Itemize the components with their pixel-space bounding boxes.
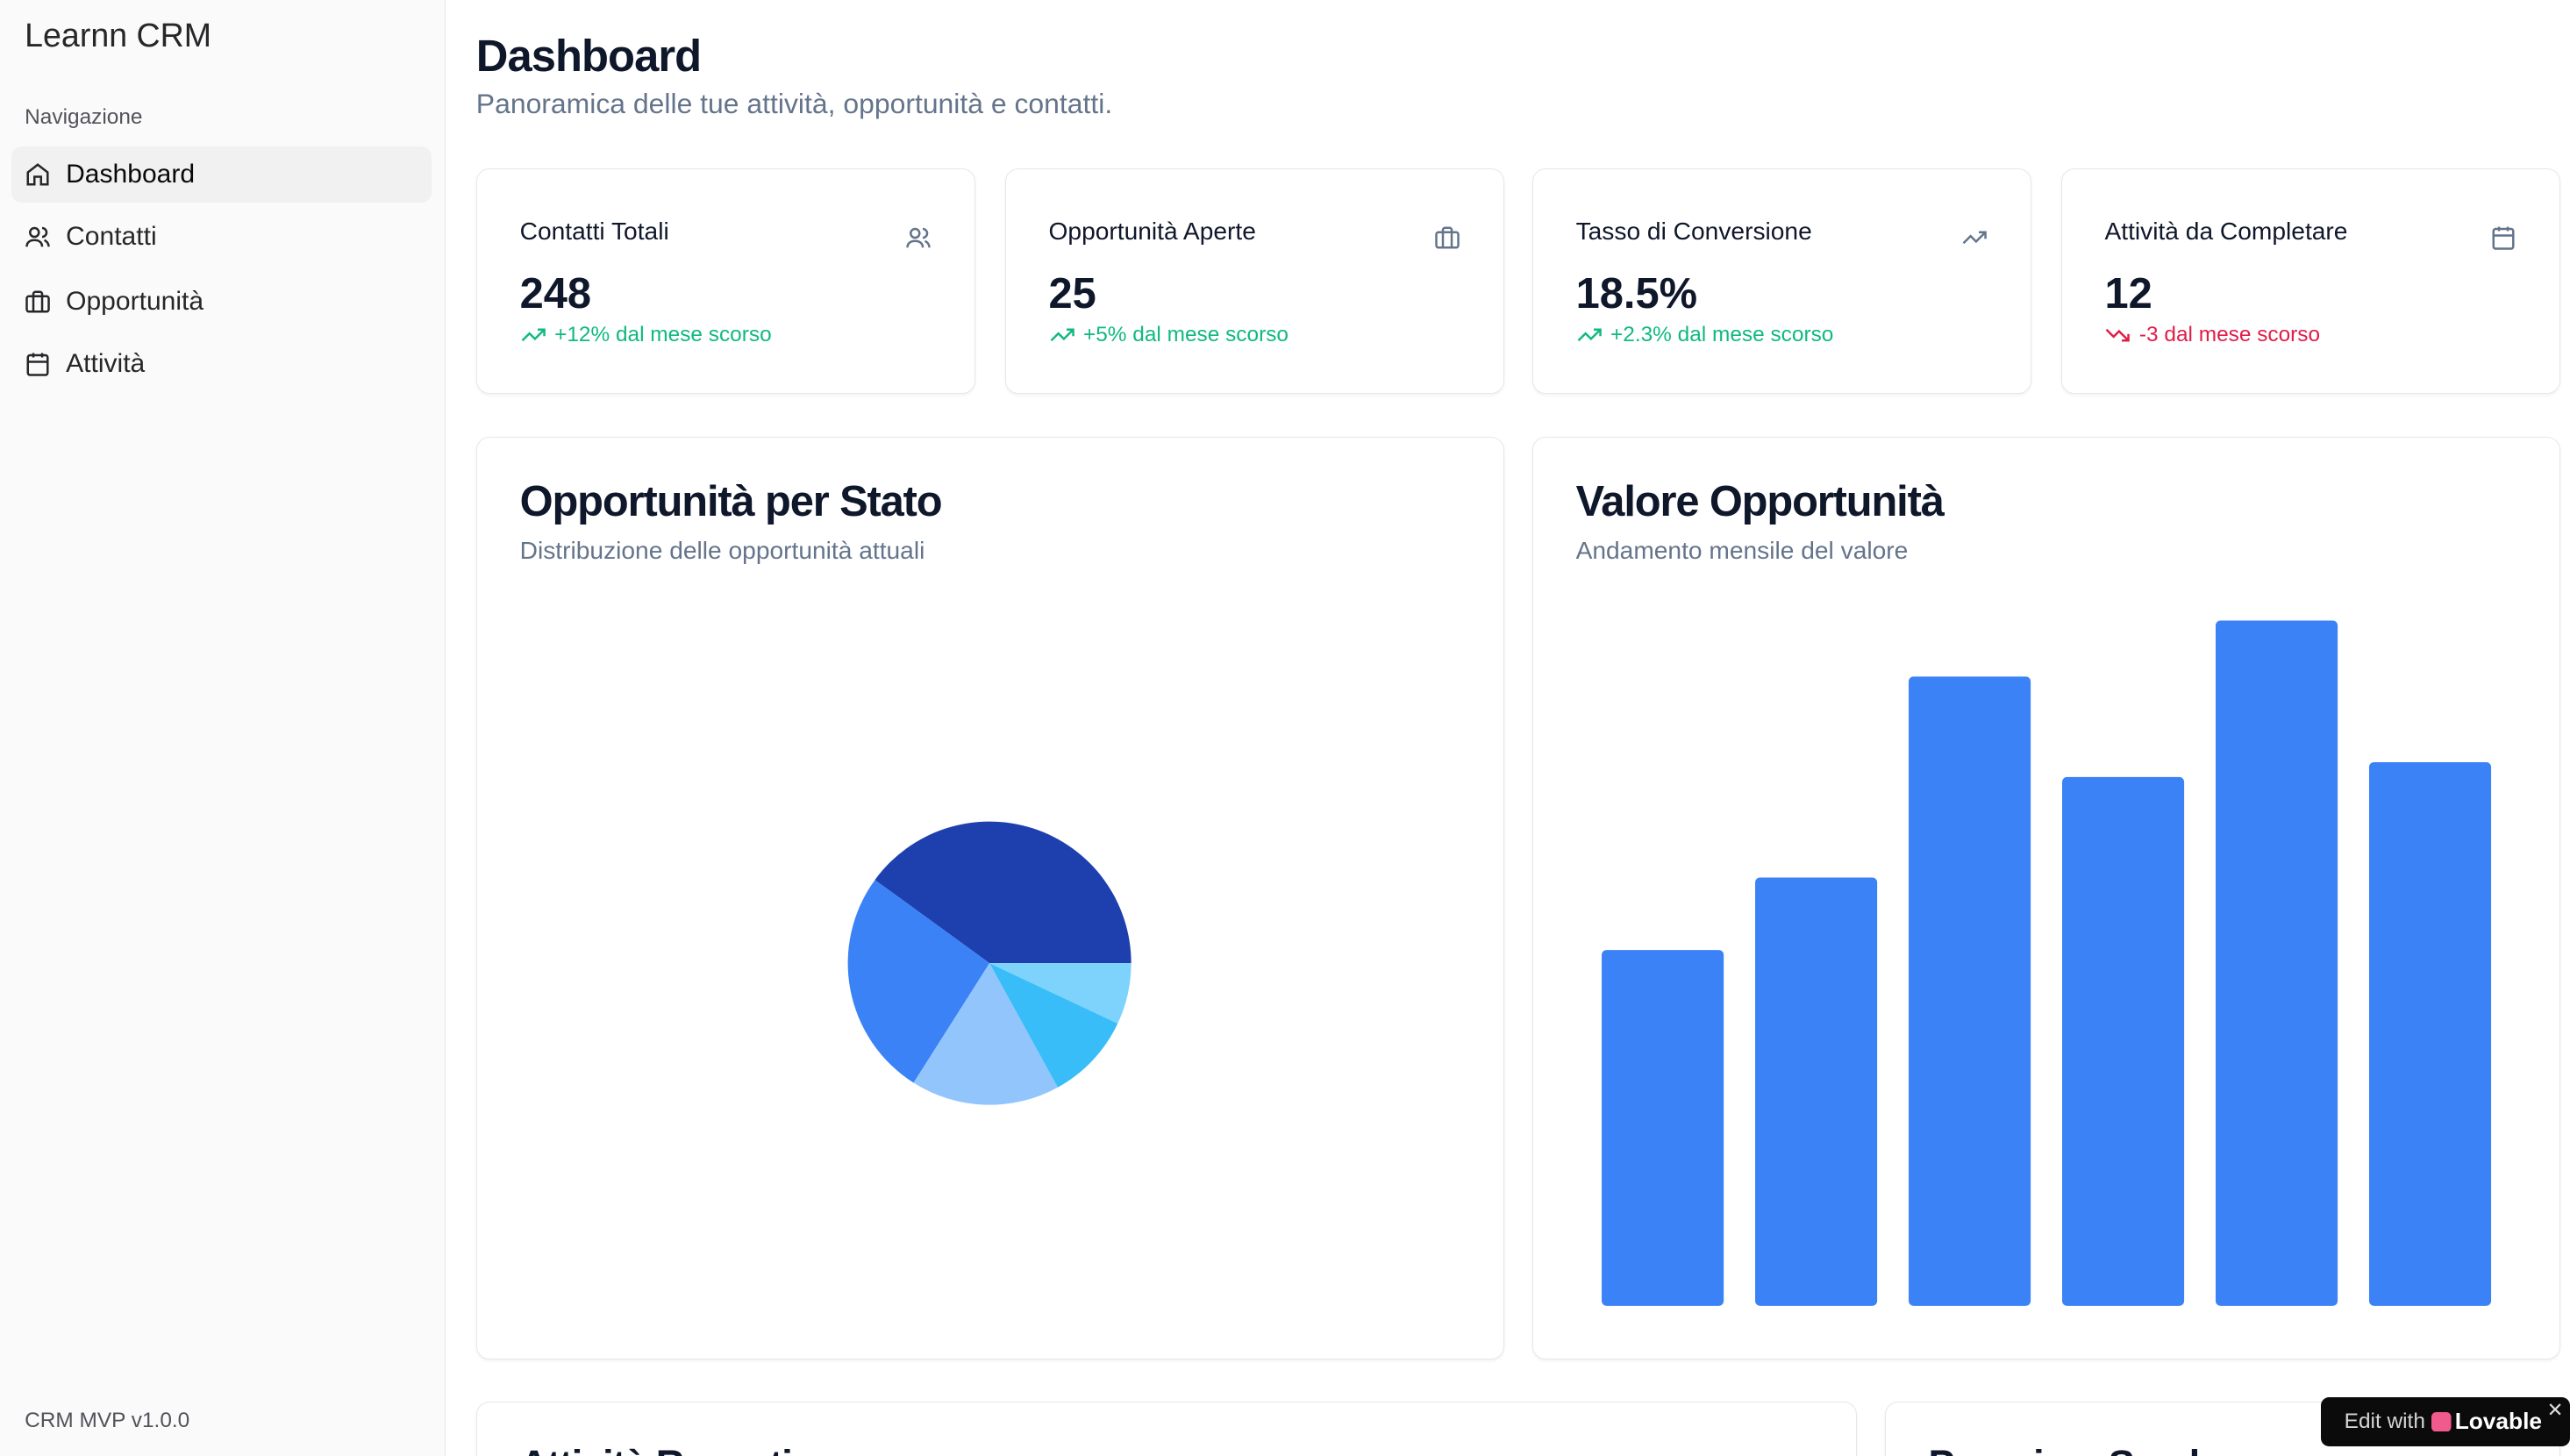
page-subtitle: Panoramica delle tue attività, opportuni… bbox=[475, 87, 1113, 119]
brand: Learnn CRM bbox=[25, 16, 212, 54]
version: CRM MVP v1.0.0 bbox=[25, 1408, 190, 1432]
home-icon bbox=[26, 163, 49, 186]
stat-card: Attività da Completare 12 -3 dal mese scor… bbox=[2060, 168, 2560, 394]
card-title: Attività Recenti bbox=[520, 1442, 793, 1456]
trend-icon bbox=[1577, 328, 1602, 342]
calendar-icon bbox=[26, 353, 49, 376]
chart-card: Valore Opportunità Andamento mensile del… bbox=[1531, 436, 2560, 1360]
stat-label: Tasso di Conversione bbox=[1575, 217, 1812, 246]
badge-brand: Lovable bbox=[2454, 1408, 2543, 1435]
nav-item[interactable]: Attività bbox=[11, 336, 432, 392]
change-text: +5% dal mese scorso bbox=[1082, 323, 1289, 347]
bar bbox=[2215, 620, 2338, 1306]
bar bbox=[2061, 776, 2184, 1306]
bar bbox=[2368, 761, 2491, 1306]
badge-close[interactable]: ✕ bbox=[2546, 1398, 2564, 1421]
stat-change: +5% dal mese scorso bbox=[1049, 322, 1289, 348]
briefcase-icon bbox=[25, 290, 50, 313]
pie-slice bbox=[913, 962, 1058, 1105]
sidebar: Learnn CRM Navigazione Dashboard Contatt… bbox=[0, 0, 446, 1456]
stat-card: Tasso di Conversione 18.5% +2.3% dal mese … bbox=[1531, 168, 2031, 394]
change-text: +2.3% dal mese scorso bbox=[1610, 323, 1834, 347]
stat-change: -3 dal mese scorso bbox=[2104, 322, 2320, 348]
bar bbox=[1754, 877, 1877, 1306]
page-title: Dashboard bbox=[475, 30, 702, 81]
nav-label: Dashboard bbox=[66, 160, 196, 189]
pie-slice bbox=[989, 962, 1118, 1088]
pie-slice bbox=[989, 962, 1132, 1024]
badge-logo bbox=[2431, 1411, 2452, 1432]
stat-card: Opportunità Aperte 25 +5% dal mese scorso bbox=[1004, 168, 1504, 394]
chart-card: Opportunità per Stato Distribuzione dell… bbox=[475, 436, 1504, 1360]
stat-icon bbox=[1962, 231, 1987, 245]
lovable-badge[interactable]: Edit with Lovable ✕ bbox=[2321, 1396, 2570, 1447]
stat-change: +12% dal mese scorso bbox=[520, 322, 772, 348]
chart-title: Valore Opportunità bbox=[1575, 477, 1945, 525]
stat-value: 18.5% bbox=[1575, 270, 1698, 318]
stat-icon bbox=[2492, 226, 2515, 251]
stat-label: Attività da Completare bbox=[2104, 217, 2348, 246]
nav-item[interactable]: Dashboard bbox=[11, 146, 432, 203]
pie-slice bbox=[847, 879, 989, 1083]
users-icon bbox=[25, 227, 50, 247]
chart-title: Opportunità per Stato bbox=[519, 477, 943, 525]
stat-value: 25 bbox=[1048, 270, 1096, 318]
bar bbox=[1601, 949, 1724, 1306]
nav-label: Opportunità bbox=[66, 286, 204, 316]
stat-icon bbox=[906, 228, 931, 248]
stat-label: Opportunità Aperte bbox=[1048, 217, 1256, 246]
pie-chart bbox=[847, 821, 1132, 1105]
badge-prefix: Edit with bbox=[2344, 1409, 2425, 1433]
trend-icon bbox=[1050, 328, 1074, 342]
card: Attività Recenti bbox=[475, 1402, 1857, 1456]
stat-value: 12 bbox=[2104, 270, 2152, 318]
trend-icon bbox=[2106, 329, 2131, 342]
stat-card: Contatti Totali 248 +12% dal mese scorso bbox=[475, 168, 975, 394]
card-title: Prossime Scadenze bbox=[1929, 1442, 2284, 1456]
change-text: +12% dal mese scorso bbox=[554, 323, 772, 347]
bar-chart bbox=[1601, 620, 2491, 1306]
nav-label: Contatti bbox=[66, 222, 157, 252]
bar bbox=[1908, 676, 2031, 1306]
stat-label: Contatti Totali bbox=[519, 217, 669, 246]
stat-icon bbox=[1435, 226, 1460, 249]
nav-section: Navigazione bbox=[25, 105, 143, 130]
pie-slice bbox=[875, 821, 1132, 963]
stat-value: 248 bbox=[519, 270, 592, 318]
chart-subtitle: Distribuzione delle opportunità attuali bbox=[519, 536, 925, 565]
nav-item[interactable]: Opportunità bbox=[11, 274, 432, 330]
chart-subtitle: Andamento mensile del valore bbox=[1575, 536, 1909, 565]
nav-item[interactable]: Contatti bbox=[11, 210, 432, 266]
change-text: -3 dal mese scorso bbox=[2138, 323, 2321, 347]
trend-icon bbox=[521, 328, 546, 342]
stat-change: +2.3% dal mese scorso bbox=[1576, 322, 1834, 348]
nav-label: Attività bbox=[66, 349, 146, 379]
